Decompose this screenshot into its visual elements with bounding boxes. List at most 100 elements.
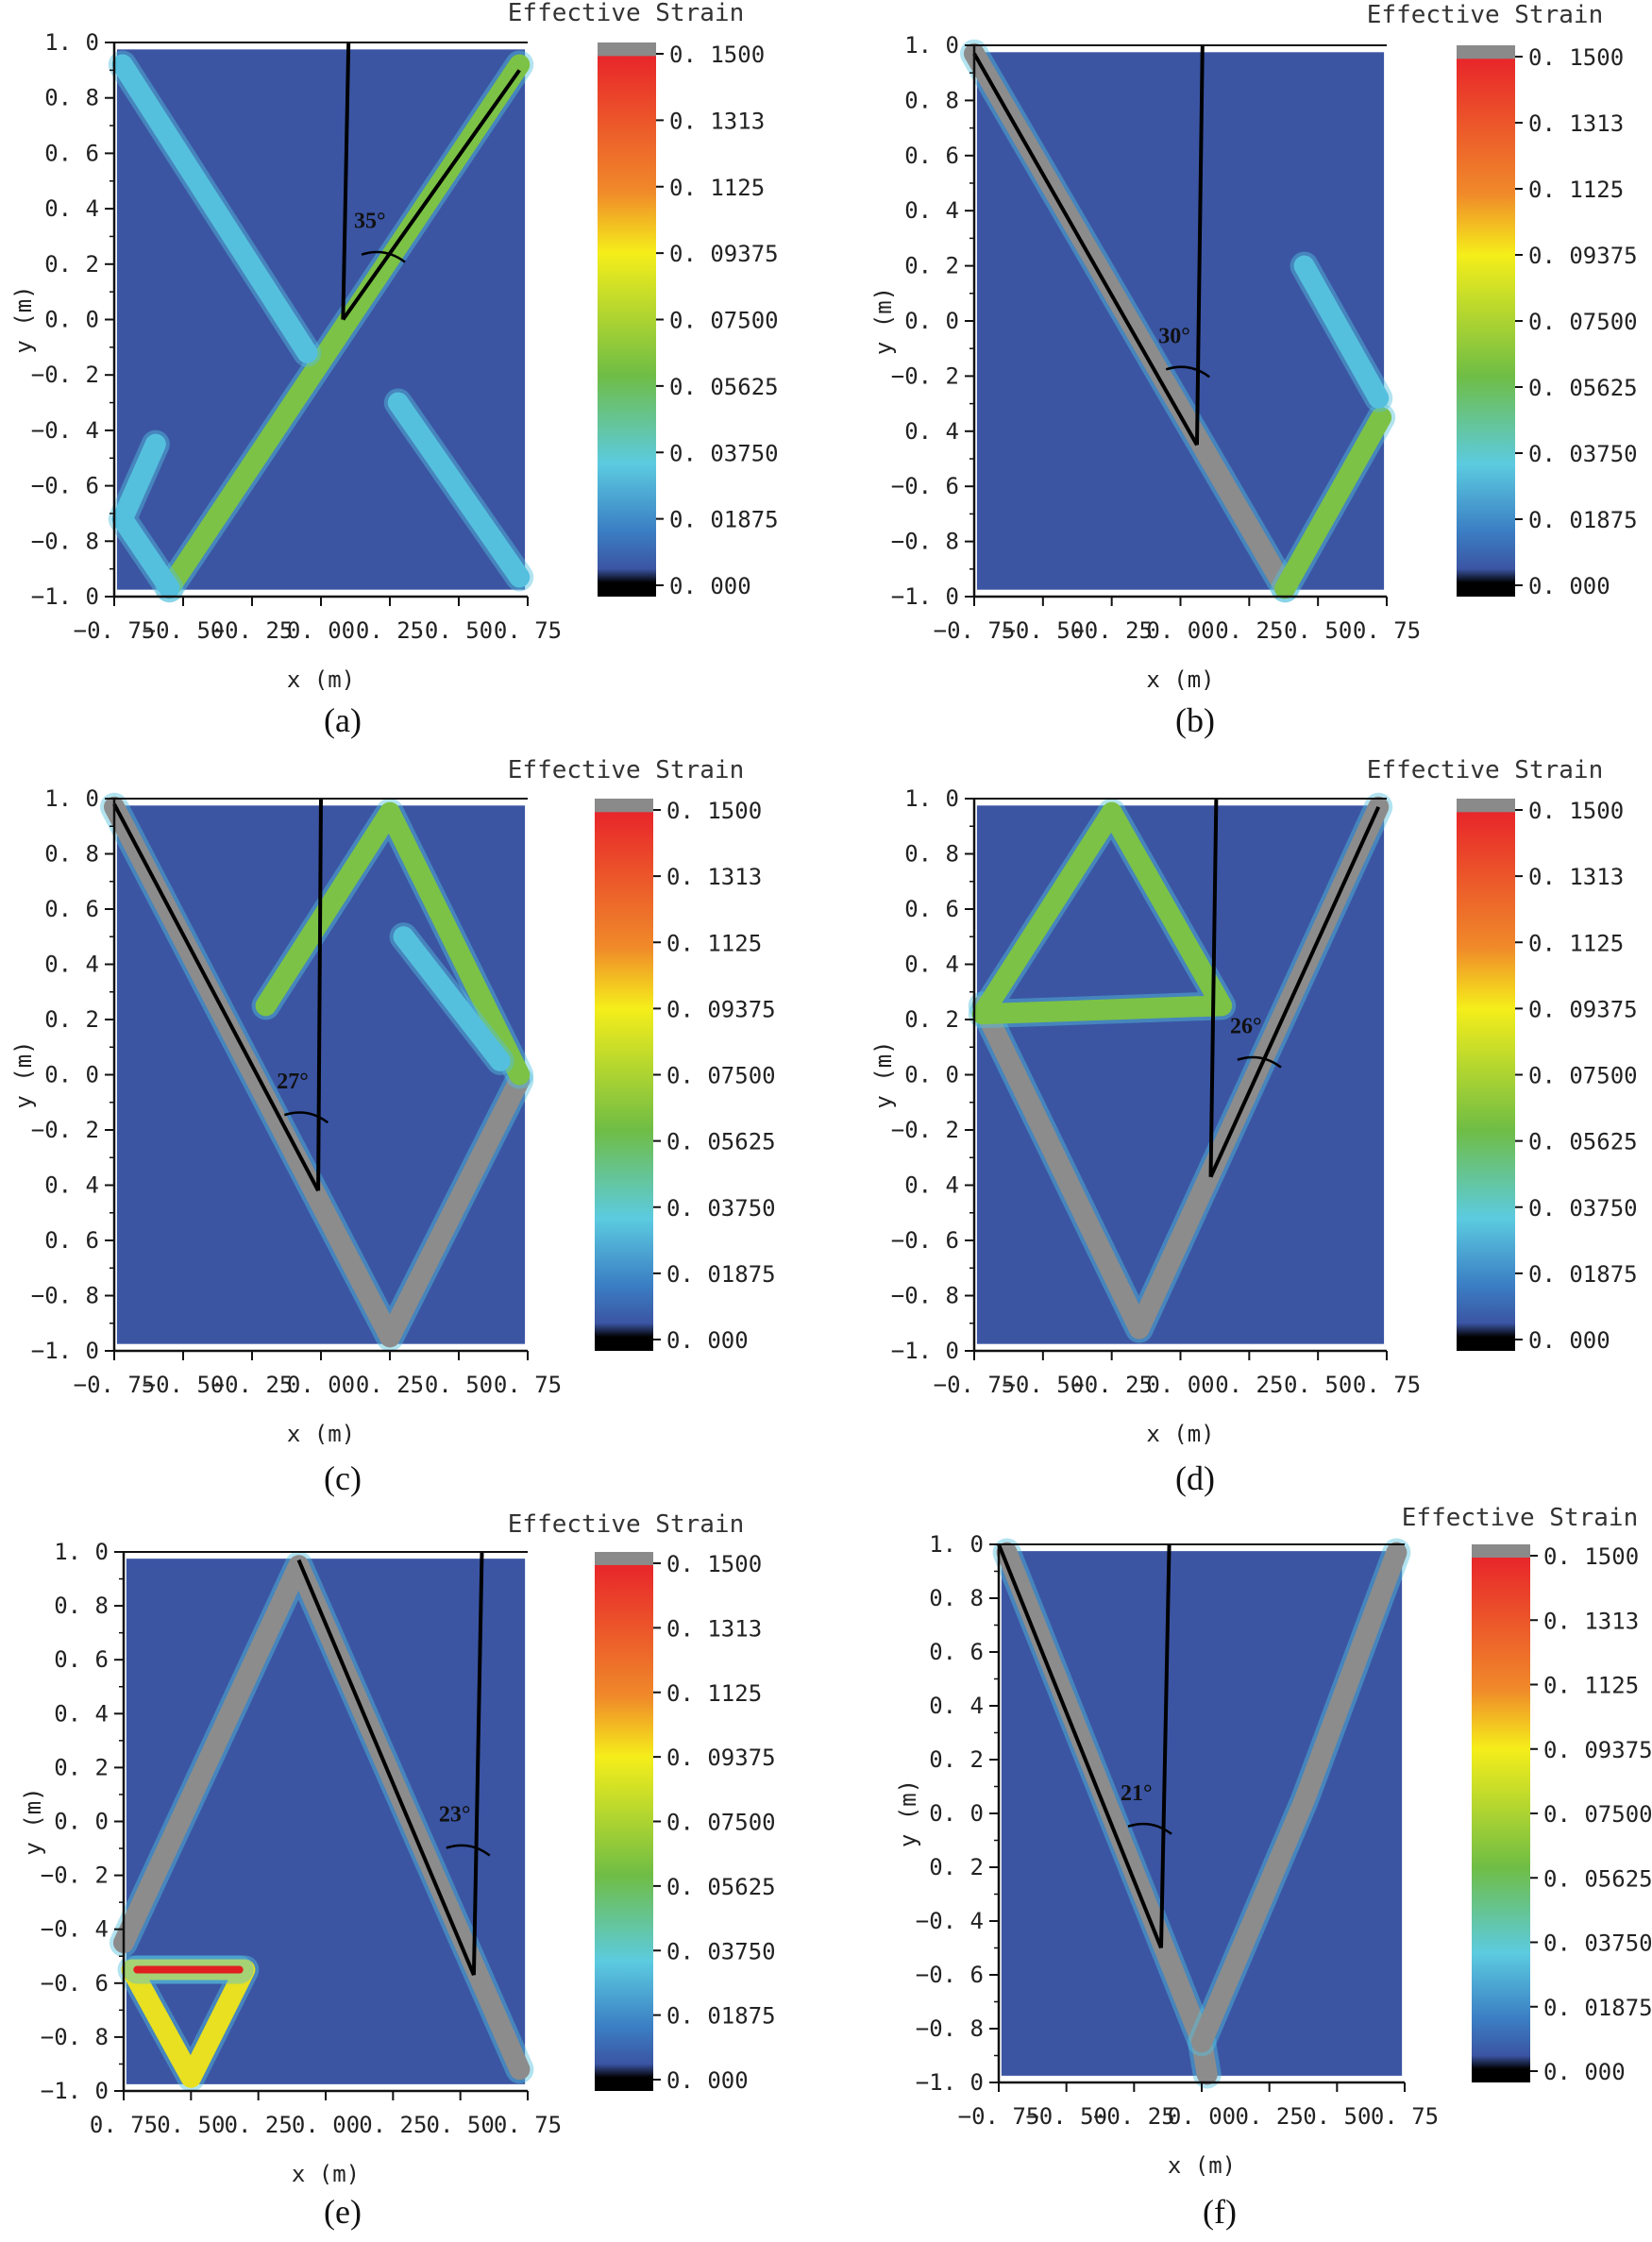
x-tick-label: 0. 25 [359, 2112, 427, 2138]
y-tick-label: 0. 0 [904, 1062, 959, 1088]
x-tick-label: −0. 50 [143, 617, 225, 644]
colorbar-tick-label: 0. 01875 [666, 1261, 776, 1288]
x-tick-label: 0. 75 [90, 2112, 158, 2138]
x-tick-label: 0. 50 [1303, 2103, 1371, 2130]
y-tick-label: −0. 8 [916, 2015, 984, 2042]
y-tick-label: 0. 4 [44, 1172, 99, 1199]
x-tick-label: 0. 25 [356, 617, 424, 644]
colorbar-tick-label: 0. 1125 [669, 175, 765, 201]
y-tick-label: −0. 2 [31, 362, 99, 388]
y-tick-label: 0. 6 [904, 143, 959, 169]
colorbar-tick-label: 0. 1313 [1528, 864, 1624, 890]
colorbar-tick-label: 0. 01875 [1543, 1995, 1652, 2021]
reference-line [1159, 1543, 1172, 1948]
angle-label: 21° [1121, 1781, 1153, 1806]
shear-band [1191, 1542, 1408, 2053]
y-axis-label: y (m) [895, 1779, 921, 1847]
shear-band [104, 796, 531, 1348]
angle-label: 27° [277, 1070, 309, 1094]
angle-label: 23° [439, 1803, 471, 1828]
panel-caption: (c) [324, 1459, 362, 1497]
colorbar-tick-label: 0. 03750 [669, 440, 779, 466]
x-tick-label: 0. 75 [1353, 617, 1421, 644]
x-tick-label: 0. 50 [425, 1372, 493, 1398]
x-tick-label: 0. 25 [1215, 617, 1283, 644]
x-tick-label: 0. 00 [287, 617, 355, 644]
y-axis-label: y (m) [870, 1040, 897, 1108]
colorbar-tick-label: 0. 1125 [666, 930, 762, 956]
colorbar-tick-label: 0. 01875 [666, 2003, 776, 2030]
y-tick-label: −0. 4 [916, 1908, 984, 1934]
x-axis-label: x (m) [292, 2161, 360, 2187]
x-tick-label: −0. 50 [1025, 2103, 1107, 2130]
colorbar [1457, 799, 1515, 1351]
x-tick-label: 0. 25 [225, 2112, 293, 2138]
panel-a: 35° 1. 0 0. 8 0. 6 0. 4 0. 2 0. 0 −0. 2 −0. 4 −0.… [10, 0, 779, 739]
colorbar-tick-label: 0. 09375 [669, 241, 779, 267]
y-tick-label: −0. 6 [916, 1962, 984, 1988]
colorbar-tick-label: 0. 07500 [666, 1810, 776, 1836]
y-tick-label: −1. 0 [31, 1338, 99, 1364]
x-tick-label: 0. 25 [356, 1372, 424, 1398]
colorbar-tick-label: 0. 1125 [666, 1680, 762, 1707]
y-tick-label: 1. 0 [904, 32, 959, 59]
colorbar-tick-label: 0. 1500 [1528, 798, 1624, 824]
y-tick-label: 0. 4 [54, 1700, 109, 1727]
x-tick-label: 0. 50 [427, 2112, 495, 2138]
reference-line [997, 1543, 1163, 1949]
shear-band [393, 926, 511, 1071]
colorbar-tick-label: 0. 09375 [1528, 996, 1638, 1022]
x-axis-label: x (m) [1168, 2152, 1236, 2179]
colorbar [595, 799, 653, 1351]
colorbar-title: Effective Strain [508, 1510, 744, 1539]
y-tick-label: 0. 2 [929, 1746, 984, 1773]
colorbar-tick-label: 0. 09375 [666, 996, 776, 1022]
reference-line [341, 69, 521, 321]
panel-d: 26° 1. 0 0. 8 0. 6 0. 4 0. 2 0. 0 −0. 2 0. 4 −0. … [870, 756, 1638, 1497]
x-tick-label: 0. 25 [1236, 2103, 1304, 2130]
x-tick-label: 0. 00 [287, 1372, 355, 1398]
y-tick-label: 0. 4 [904, 1172, 959, 1199]
shear-band [387, 392, 531, 588]
y-tick-label: −0. 8 [891, 1283, 959, 1309]
y-tick-label: 0. 2 [44, 251, 99, 278]
x-tick-label: 0. 25 [1215, 1372, 1283, 1398]
reference-line [1208, 805, 1381, 1178]
x-axis-label: x (m) [287, 1421, 355, 1447]
colorbar-tick-label: 0. 03750 [1528, 441, 1638, 467]
y-tick-label: −1. 0 [41, 2078, 109, 2104]
angle-arrow [1127, 1822, 1172, 1835]
panel-caption: (e) [324, 2193, 362, 2231]
shear-band [111, 433, 180, 599]
shear-bands [100, 792, 534, 1352]
colorbar-tick-label: 0. 07500 [666, 1063, 776, 1089]
x-tick-label: −0. 25 [1070, 1372, 1153, 1398]
y-tick-label: 0. 4 [904, 952, 959, 978]
y-tick-label: 0. 6 [929, 1639, 984, 1665]
y-tick-label: 0. 6 [44, 140, 99, 166]
y-tick-label: 1. 0 [929, 1531, 984, 1558]
reference-line [1194, 44, 1205, 446]
y-tick-label: −0. 2 [891, 362, 959, 389]
x-tick-label: 0. 00 [1146, 617, 1214, 644]
y-tick-label: −1. 0 [31, 583, 99, 610]
colorbar-tick-label: 0. 000 [1528, 1327, 1610, 1354]
colorbar [1457, 45, 1515, 597]
x-tick-label: 0. 75 [494, 2112, 562, 2138]
reference-line [112, 802, 320, 1192]
x-axis-label: x (m) [1146, 1421, 1214, 1447]
y-tick-label: −1. 0 [891, 583, 959, 610]
colorbar-title: Effective Strain [508, 0, 744, 27]
reference-line [471, 1551, 484, 1976]
y-tick-label: 1. 0 [44, 785, 99, 812]
y-axis-label: y (m) [10, 1040, 37, 1108]
y-tick-label: 0. 2 [929, 1854, 984, 1880]
colorbar-tick-label: 0. 1313 [1543, 1608, 1639, 1634]
colorbar-tick-label: 0. 09375 [666, 1745, 776, 1771]
colorbar-tick-label: 0. 05625 [1528, 1129, 1638, 1155]
colorbar-tick-label: 0. 03750 [666, 1938, 776, 1964]
y-tick-label: 0. 8 [44, 85, 99, 111]
strain-field [1001, 1551, 1403, 2076]
angle-arrow [283, 1111, 329, 1124]
